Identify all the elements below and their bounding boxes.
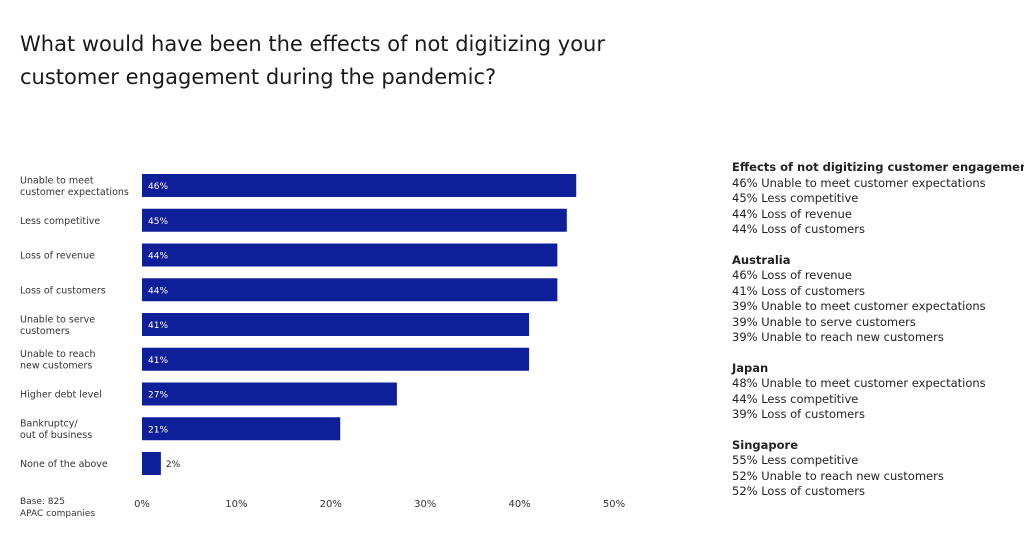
side-group-item: 46% Loss of revenue (732, 268, 852, 282)
bar (142, 347, 530, 371)
category-label: Loss of customers (20, 285, 106, 296)
bar-value-label: 41% (148, 356, 168, 366)
side-group-item: 48% Unable to meet customer expectations (732, 376, 986, 390)
side-group-heading: Effects of not digitizing customer engag… (732, 160, 1024, 174)
x-tick-label: 0% (134, 499, 150, 510)
bar-value-label: 27% (148, 391, 168, 401)
category-label: Higher debt level (20, 390, 102, 401)
base-note-line: Base: 825 (20, 497, 65, 507)
side-panel: Effects of not digitizing customer engag… (732, 160, 1024, 515)
bar-group (142, 174, 577, 475)
bar (142, 417, 341, 441)
category-label: Less competitive (20, 216, 100, 227)
bar-value-label: 45% (148, 217, 168, 227)
side-group-item: 41% Loss of customers (732, 283, 865, 298)
x-tick-label: 30% (414, 499, 436, 510)
bar-value-label: 2% (166, 460, 181, 470)
category-label: Unable to reach new customers (20, 349, 96, 372)
x-tick-label: 40% (508, 499, 530, 510)
bar (142, 278, 558, 302)
side-group-item: 39% Loss of customers (732, 407, 865, 421)
bar-value-label: 44% (148, 252, 168, 262)
side-group: Japan 48% Unable to meet customer expecta… (732, 361, 1017, 423)
side-group: Singapore 55% Less competitive 52% Unable … (732, 438, 1017, 500)
bar (142, 208, 567, 232)
category-label: Unable to meet customer expectations (20, 175, 129, 198)
category-label: None of the above (20, 459, 108, 470)
side-group-item: 46% Unable to meet customer expectations (732, 175, 986, 190)
base-note-line: APAC companies (20, 509, 96, 519)
side-group-item: 55% Less competitive (732, 453, 859, 467)
bar-value-label: 41% (148, 321, 168, 331)
side-group-heading: Singapore (732, 437, 799, 452)
base-note: Base: 825 APAC companies (20, 496, 95, 520)
side-group-item: 44% Loss of revenue (732, 206, 852, 221)
category-label: Loss of revenue (20, 251, 95, 262)
bar (142, 174, 577, 197)
category-labels: Unable to meet customer expectations Less … (20, 175, 129, 470)
category-label: Unable to serve customers (20, 314, 95, 337)
bar (142, 382, 397, 406)
bar (142, 313, 530, 336)
side-group-item: 39% Unable to reach new customers (732, 330, 944, 344)
side-group-item: 44% Loss of customers (732, 222, 865, 236)
side-group: Effects of not digitizing customer engag… (732, 160, 1024, 238)
side-group-heading: Japan (732, 360, 769, 375)
side-group-item: 39% Unable to serve customers (732, 314, 916, 329)
side-group-item: 52% Loss of customers (732, 484, 865, 498)
side-group-item: 45% Less competitive (732, 191, 859, 205)
side-group: Australia 46% Loss of revenue 41% Loss of … (732, 253, 1017, 346)
side-group-item: 52% Unable to reach new customers (732, 468, 944, 483)
bar-value-label: 21% (148, 425, 168, 435)
value-labels: 46% 45% 44% 44% 41% 41% 27% 21% 2% (148, 182, 181, 470)
x-axis-ticks: 0% 10% 20% 30% 40% 50% (134, 499, 625, 510)
x-tick-label: 20% (320, 499, 342, 510)
side-group-item: 44% Less competitive (732, 391, 859, 406)
x-tick-label: 50% (603, 499, 625, 510)
chart-title: What would have been the effects of not … (20, 32, 605, 89)
bar (142, 452, 161, 475)
x-tick-label: 10% (225, 499, 247, 510)
bar (142, 243, 558, 267)
bar-chart: Unable to meet customer expectations Less … (20, 174, 625, 510)
bar-value-label: 44% (148, 286, 168, 296)
side-group-item: 39% Unable to meet customer expectations (732, 299, 986, 313)
side-group-heading: Australia (732, 252, 791, 267)
bar-value-label: 46% (148, 182, 168, 192)
category-label: Bankruptcy/out of business (20, 419, 92, 442)
